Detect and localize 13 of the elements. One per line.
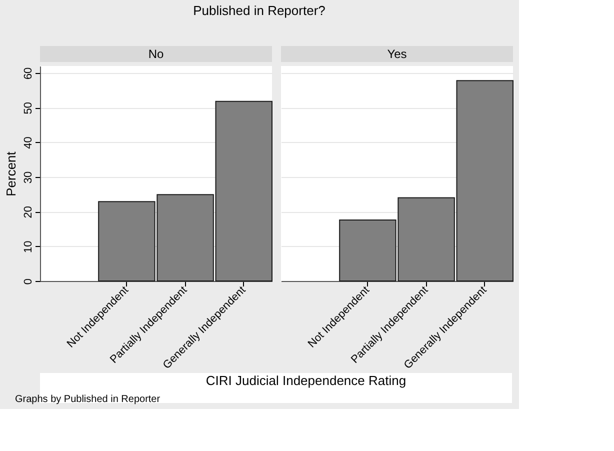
chart-subtitle: No — [148, 47, 164, 61]
text: Graphs by Published in Reporter — [15, 394, 161, 405]
y-tick-label: 50 — [22, 102, 34, 114]
y-tick-label: 30 — [22, 171, 34, 184]
chart-title: Published in Reporter? — [193, 3, 326, 18]
y-tick-label: 0 — [22, 278, 34, 285]
y-tick-label: 40 — [22, 136, 34, 149]
y-axis-title: Percent — [4, 151, 18, 196]
x-axis-title: CIRI Judicial Independence Rating — [206, 373, 406, 388]
y-tick-label: 60 — [22, 67, 34, 80]
y-tick-label: 20 — [22, 206, 34, 218]
y-tick-label: 10 — [22, 240, 34, 253]
chart-subtitle: Yes — [387, 47, 407, 61]
